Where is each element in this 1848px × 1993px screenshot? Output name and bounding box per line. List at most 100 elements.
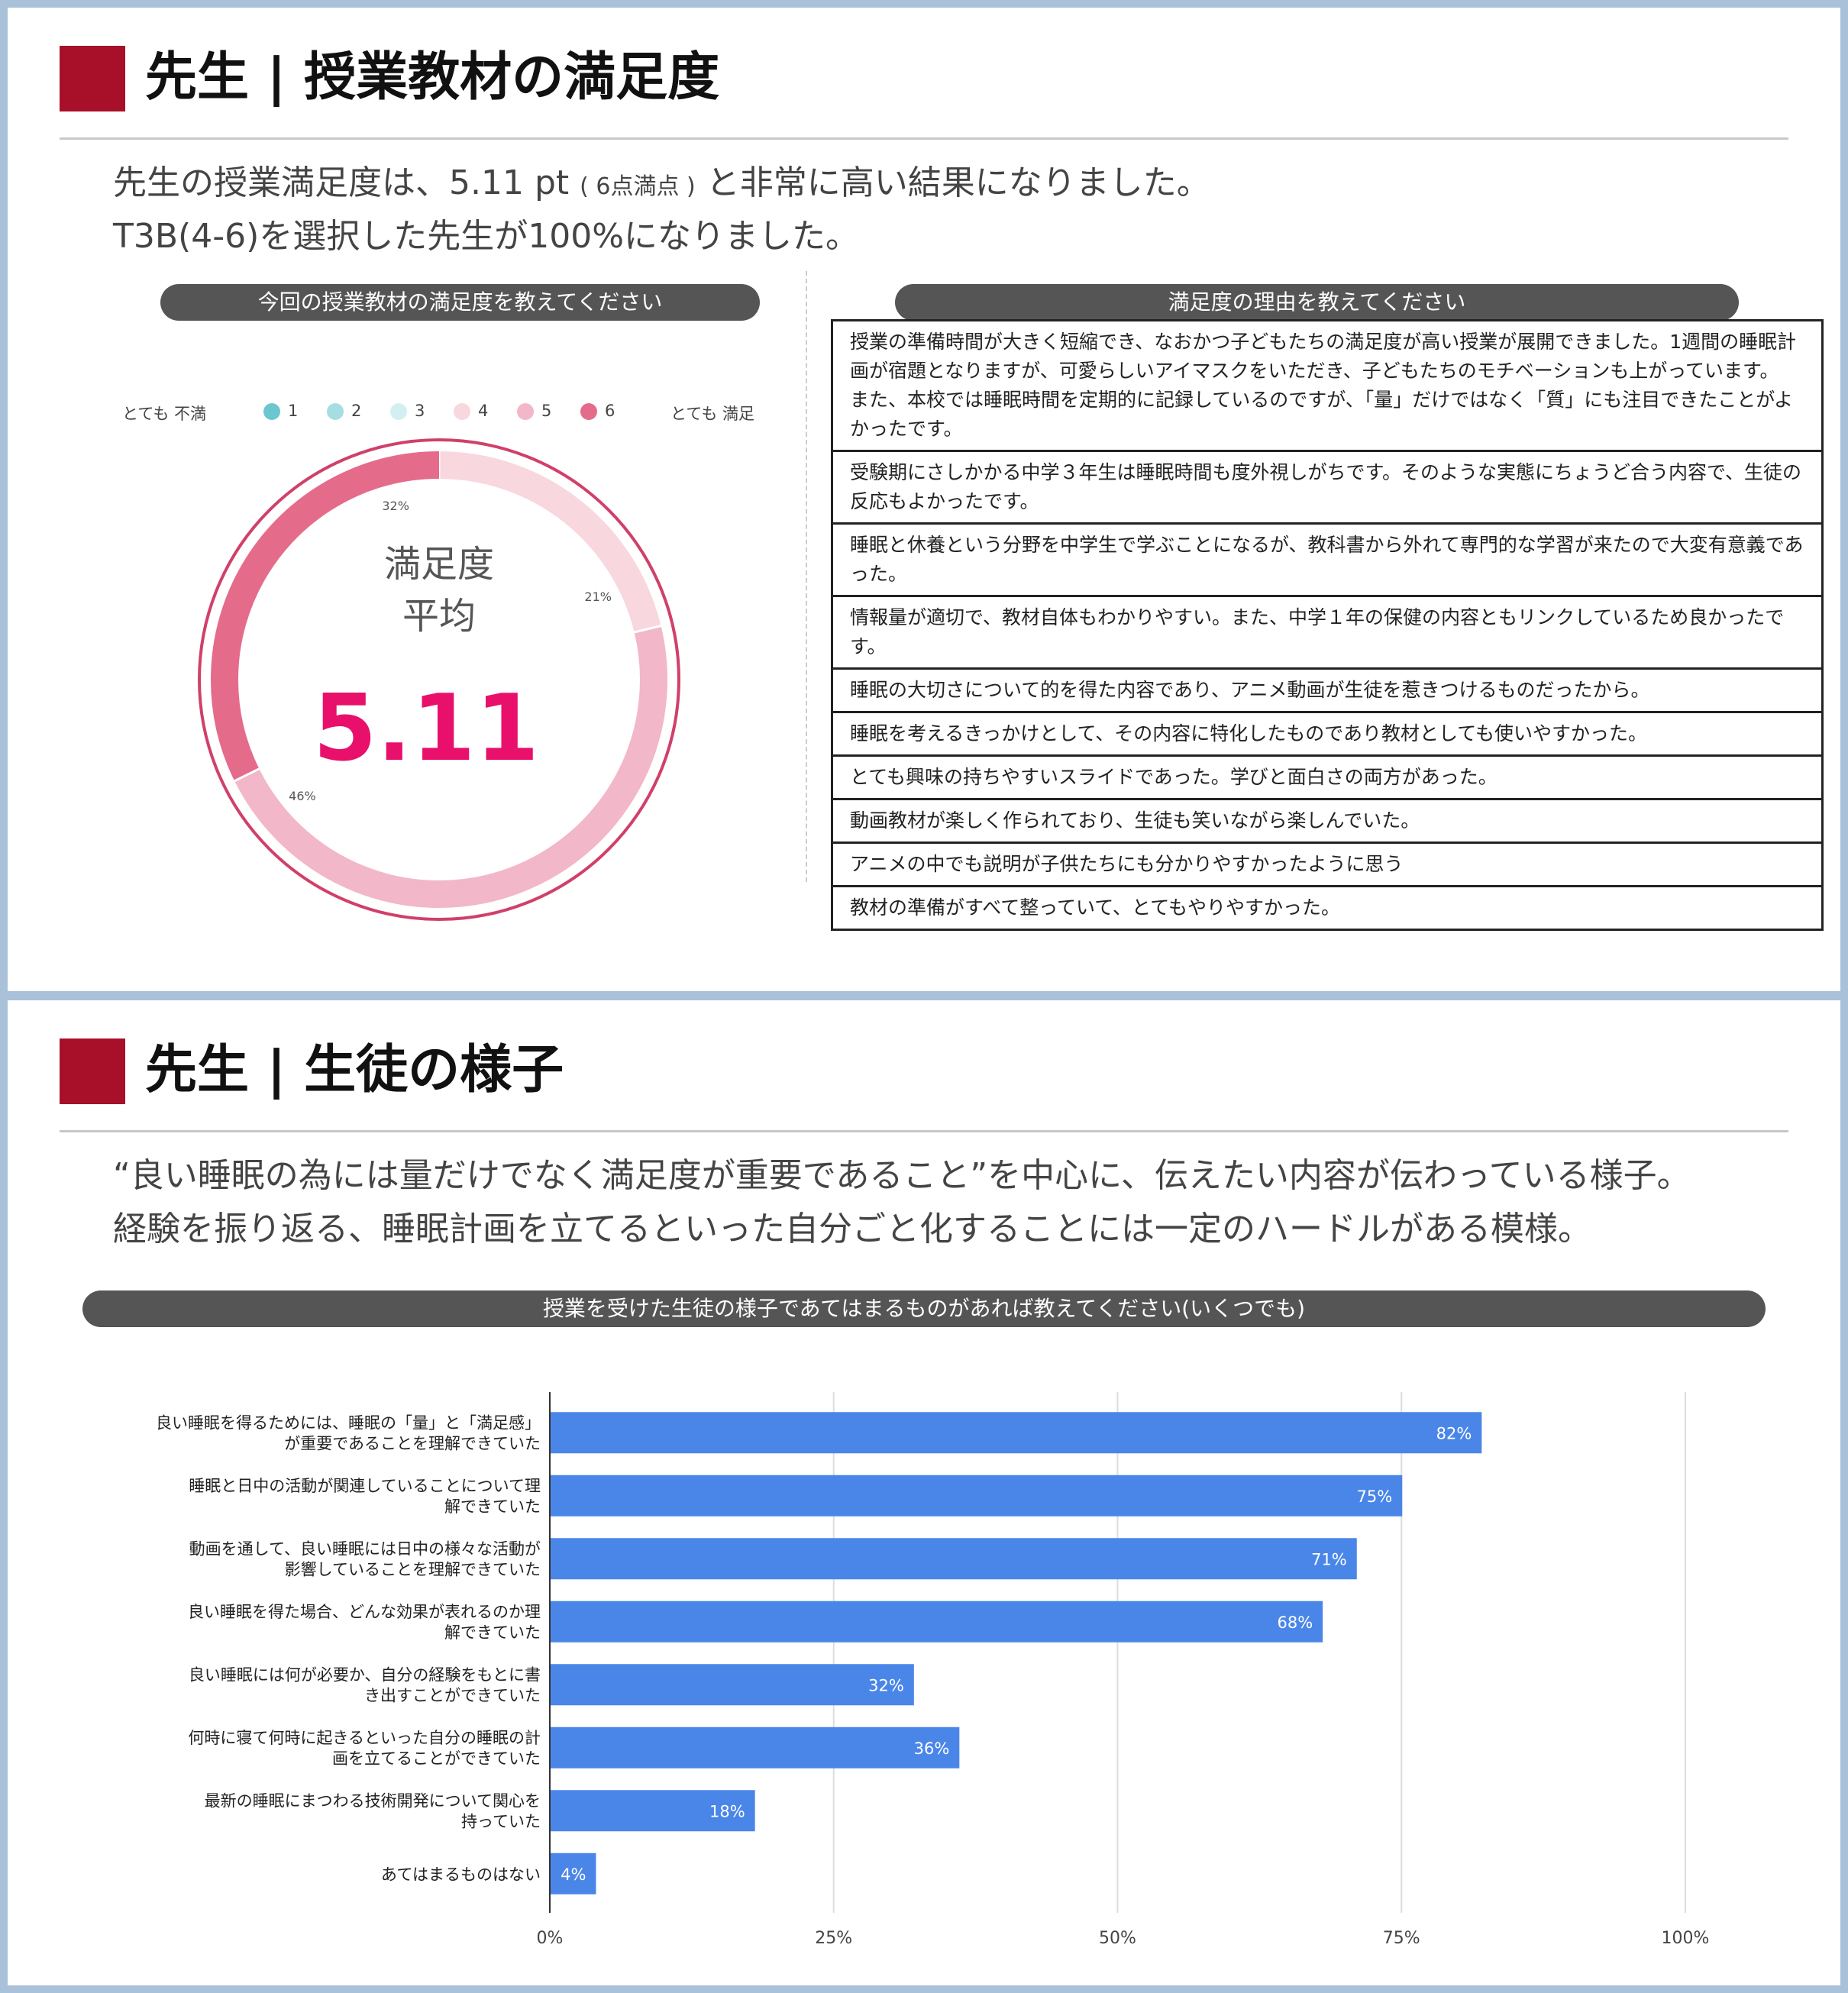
lead-line-1-text: 先生の授業満足度は、5.11: [113, 163, 524, 202]
reasons-table: 授業の準備時間が大きく短縮でき、なおかつ子どもたちの満足度が高い授業が展開できま…: [831, 319, 1824, 931]
bar: [551, 1790, 755, 1832]
legend-item-3: 3: [390, 396, 425, 426]
legend-item-4: 4: [454, 396, 488, 426]
legend-label: 4: [478, 402, 489, 420]
category-label: 良い睡眠には何が必要か、自分の経験をもとに書: [189, 1665, 541, 1684]
reason-row: 授業の準備時間が大きく短縮でき、なおかつ子どもたちの満足度が高い授業が展開できま…: [831, 321, 1824, 452]
lead-line-1-tail: と非常に高い結果になりました。: [706, 163, 1210, 202]
bar: [551, 1664, 914, 1706]
donut-slice-label: 46%: [289, 789, 316, 803]
legend-label: 1: [288, 402, 299, 420]
reason-row: 教材の準備がすべて整っていて、とてもやりやすかった。: [831, 887, 1824, 931]
bar-data-label: 82%: [1436, 1424, 1472, 1442]
category-label: 影響していることを理解できていた: [285, 1560, 541, 1578]
category-label: 解できていた: [444, 1623, 541, 1642]
legend-swatch: [327, 403, 344, 420]
donut-center-value: 5.11: [313, 676, 539, 782]
title-marker: [60, 46, 125, 111]
donut-slice-label: 32%: [382, 499, 409, 513]
donut-slice-label: 21%: [584, 590, 612, 604]
legend-item-6: 6: [580, 396, 615, 426]
bar-data-label: 18%: [709, 1802, 745, 1820]
reason-row: 動画教材が楽しく作られており、生徒も笑いながら楽しんでいた。: [831, 800, 1824, 844]
category-label: 画を立てることができていた: [332, 1749, 541, 1768]
legend-label: 2: [351, 402, 362, 420]
bar-data-label: 75%: [1357, 1487, 1393, 1506]
category-label: 解できていた: [444, 1497, 541, 1516]
donut-legend: とても 不満 1 2 3 4 5 6 とても 満足: [122, 396, 756, 426]
reason-row: 受験期にさしかかる中学３年生は睡眠時間も度外視しがちです。そのような実態にちょう…: [831, 452, 1824, 525]
legend-left-label: とても 不満: [122, 405, 206, 423]
legend-item-1: 1: [263, 396, 298, 426]
donut-outer-ring: [198, 438, 680, 921]
legend-item-5: 5: [517, 396, 551, 426]
title-marker: [60, 1038, 125, 1104]
bar-data-label: 71%: [1311, 1550, 1347, 1568]
bar: [551, 1727, 960, 1769]
question-pill-students: 授業を受けた生徒の様子であてはまるものがあれば教えてください(いくつでも): [82, 1290, 1766, 1327]
donut-slice-labels: 21% 46% 32%: [289, 499, 612, 803]
x-tick-label: 100%: [1662, 1929, 1710, 1948]
column-divider: [806, 271, 807, 882]
donut-slice-6: [211, 451, 440, 781]
bar-data-label: 4%: [561, 1865, 586, 1884]
lead-line-1: 先生の授業満足度は、5.11 pt ( 6点満点 ) と非常に高い結果になりまし…: [113, 157, 1210, 214]
page-title: 先生 | 授業教材の満足度: [145, 47, 720, 108]
bar: [551, 1601, 1323, 1643]
legend-swatch: [517, 403, 534, 420]
legend-swatch: [263, 403, 280, 420]
category-label: あてはまるものはない: [381, 1865, 541, 1884]
bar: [551, 1412, 1482, 1454]
satisfaction-donut-chart: 21% 46% 32% 満足度 平均 5.11: [198, 438, 680, 921]
legend-label: 5: [541, 402, 552, 420]
bar: [551, 1475, 1403, 1517]
lead-line-1-note: ( 6点満点 ): [580, 173, 696, 200]
reason-row: 情報量が適切で、教材自体もわかりやすい。また、中学１年の保健の内容ともリンクして…: [831, 597, 1824, 670]
legend-right-label: とても 満足: [670, 405, 754, 423]
reason-row: 睡眠を考えるきっかけとして、その内容に特化したものであり教材としても使いやすかっ…: [831, 713, 1824, 757]
category-label: 良い睡眠を得るためには、睡眠の「量」と「満足感」: [156, 1413, 541, 1432]
slide-student-behavior: 先生 | 生徒の様子 “良い睡眠の為には量だけでなく満足度が重要であること”を中…: [8, 1000, 1840, 1985]
bar: [551, 1852, 596, 1894]
bar-data-label: 32%: [868, 1676, 904, 1694]
question-pill-satisfaction: 今回の授業教材の満足度を教えてください: [160, 284, 760, 321]
donut-slice-separator: [234, 767, 260, 783]
legend-swatch: [390, 403, 407, 420]
category-label: き出すことができていた: [364, 1686, 541, 1704]
reason-row: アニメの中でも説明が子供たちにも分かりやすかったように思う: [831, 844, 1824, 887]
question-pill-reasons: 満足度の理由を教えてください: [895, 284, 1739, 321]
x-tick-label: 50%: [1099, 1929, 1136, 1948]
x-tick-label: 75%: [1383, 1929, 1420, 1948]
donut-center-label-1: 満足度: [384, 543, 494, 586]
slide-teacher-satisfaction: 先生 | 授業教材の満足度 先生の授業満足度は、5.11 pt ( 6点満点 )…: [8, 8, 1840, 991]
student-behavior-bar-chart: 0% 25% 50% 75% 100% 82% 良い睡眠を得るためには、睡眠の「量」と「満足…: [156, 1392, 1710, 1948]
legend-label: 3: [415, 402, 425, 420]
category-label: 睡眠と日中の活動が関連していることについて理: [189, 1477, 541, 1495]
legend-item-2: 2: [327, 396, 361, 426]
donut-center-label-2: 平均: [402, 595, 476, 638]
x-tick-label: 25%: [815, 1929, 852, 1948]
title-divider: [60, 137, 1788, 140]
reason-row: 睡眠の大切さについて的を得た内容であり、アニメ動画が生徒を惹きつけるものだったか…: [831, 670, 1824, 713]
reason-row: とても興味の持ちやすいスライドであった。学びと面白さの両方があった。: [831, 757, 1824, 800]
category-label: が重要であることを理解できていた: [284, 1434, 541, 1452]
title-divider: [60, 1130, 1788, 1132]
lead-line-2: T3B(4-6)を選択した先生が100%になりました。: [113, 217, 860, 256]
legend-swatch: [454, 403, 470, 420]
lead-line-1-unit: pt: [534, 163, 570, 202]
donut-slice-5: [234, 625, 667, 908]
category-label: 良い睡眠を得た場合、どんな効果が表れるのか理: [188, 1603, 541, 1621]
reason-row: 睡眠と休養という分野を中学生で学ぶことになるが、教科書から外れて専門的な学習が来…: [831, 525, 1824, 597]
lead-line-1: “良い睡眠の為には量だけでなく満足度が重要であること”を中心に、伝えたい内容が伝…: [113, 1156, 1691, 1195]
x-tick-label: 0%: [537, 1929, 564, 1948]
bar-data-label: 68%: [1277, 1613, 1313, 1632]
category-label: 動画を通して、良い睡眠には日中の様々な活動が: [189, 1539, 541, 1558]
bar: [551, 1538, 1357, 1580]
lead-line-2: 経験を振り返る、睡眠計画を立てるといった自分ごと化することには一定のハードルがあ…: [113, 1210, 1591, 1248]
donut-slice-4: [438, 451, 661, 633]
bar-data-label: 36%: [914, 1739, 950, 1758]
legend-label: 6: [605, 402, 615, 420]
category-label: 持っていた: [461, 1812, 541, 1830]
donut-slices: [211, 451, 667, 908]
category-label: 何時に寝て何時に起きるといった自分の睡眠の計: [188, 1729, 541, 1747]
